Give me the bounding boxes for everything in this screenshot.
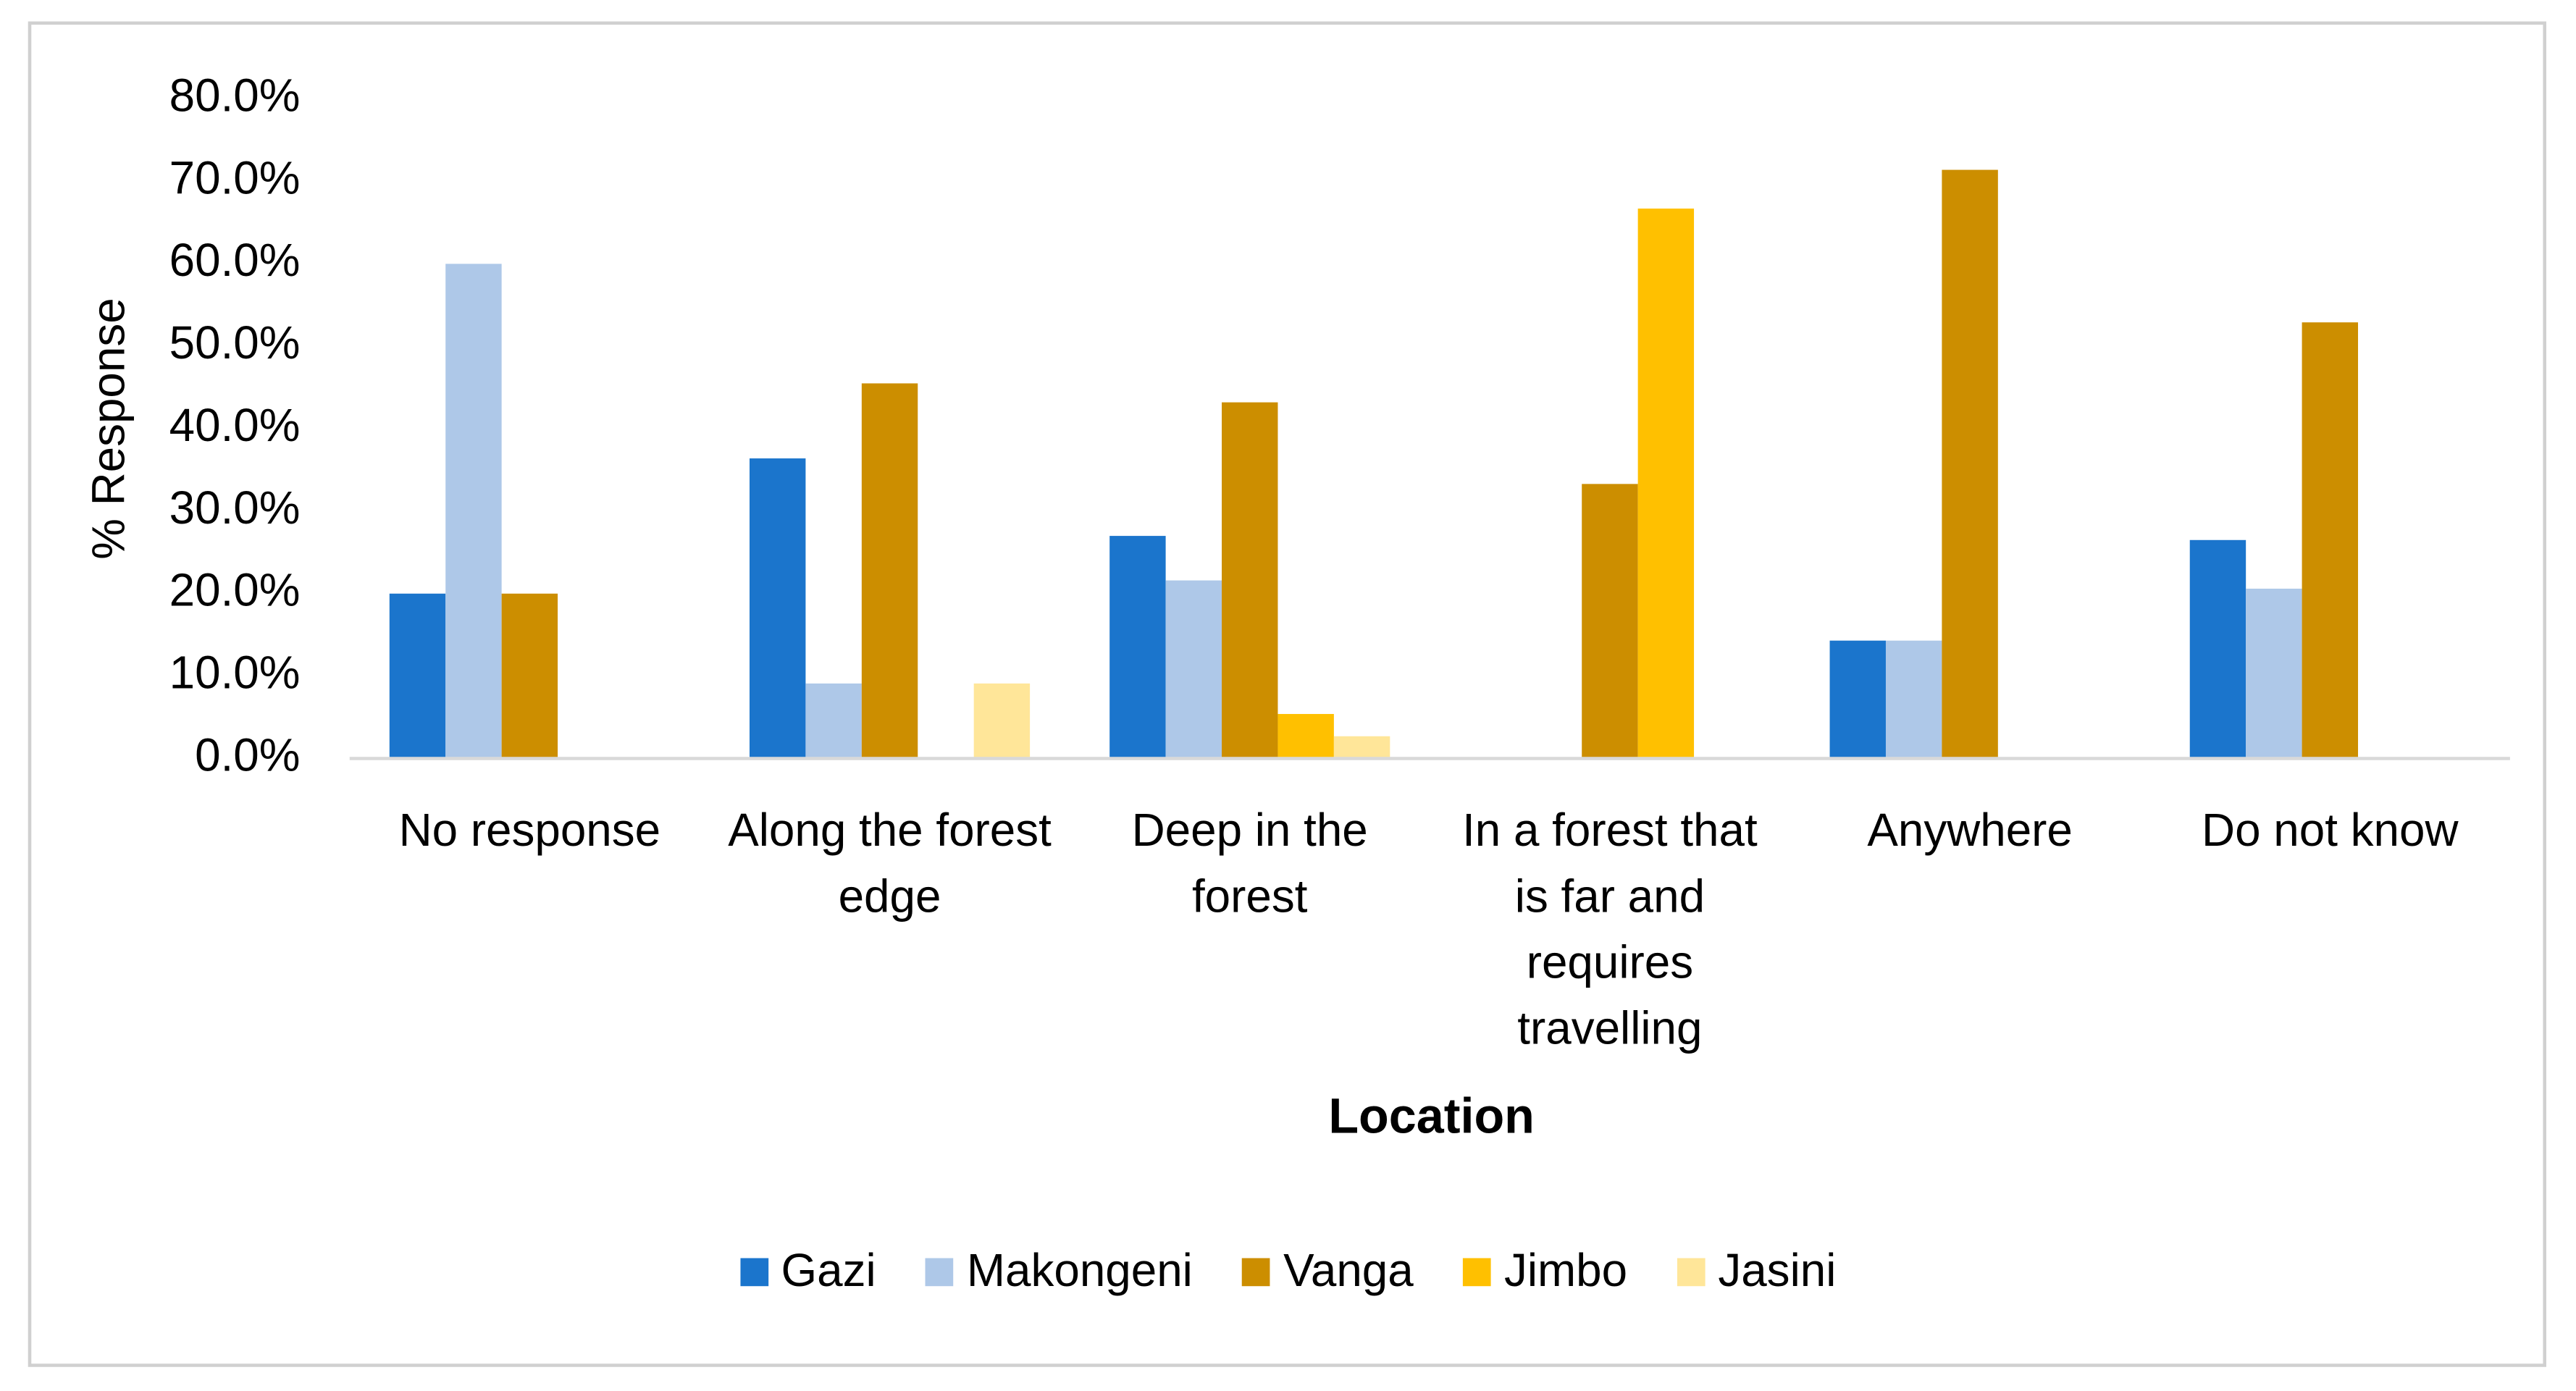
- legend-label: Jasini: [1718, 1245, 1837, 1296]
- y-tick-label: 10.0%: [169, 646, 301, 698]
- bar: [389, 593, 446, 759]
- y-tick-label: 30.0%: [169, 482, 301, 534]
- bar: [1222, 402, 1278, 759]
- bar: [1942, 169, 1998, 759]
- x-tick-label: No response: [398, 804, 661, 856]
- bar: [2246, 588, 2302, 759]
- bar: [861, 383, 918, 759]
- y-axis-title: % Response: [83, 298, 135, 559]
- bar: [1885, 640, 1942, 759]
- bar: [1277, 714, 1334, 759]
- legend-swatch: [925, 1257, 954, 1286]
- legend-swatch: [739, 1257, 768, 1286]
- bar: [1333, 736, 1390, 759]
- y-tick-label: 70.0%: [169, 151, 301, 203]
- bar: [2302, 322, 2359, 759]
- legend-label: Gazi: [781, 1245, 876, 1296]
- legend-item: Makongeni: [925, 1245, 1193, 1298]
- legend-label: Vanga: [1283, 1245, 1414, 1296]
- y-tick-label: 40.0%: [169, 399, 301, 451]
- y-tick-label: 0.0%: [195, 728, 300, 781]
- x-tick-label: In a forest that is far and requires tra…: [1462, 804, 1758, 1054]
- bar: [1829, 640, 1886, 759]
- x-axis-title: Location: [1328, 1088, 1535, 1143]
- x-tick-label: Deep in the forest: [1131, 804, 1368, 922]
- bar: [749, 458, 806, 759]
- x-tick-label: Anywhere: [1867, 804, 2073, 856]
- legend-swatch: [1242, 1257, 1270, 1286]
- bar: [805, 683, 862, 759]
- legend-swatch: [1677, 1257, 1706, 1286]
- bar: [1637, 209, 1695, 759]
- bar: [2189, 539, 2246, 759]
- legend-label: Makongeni: [966, 1245, 1193, 1296]
- bar: [1165, 580, 1222, 759]
- x-tick-label: Do not know: [2202, 804, 2459, 856]
- legend-label: Jimbo: [1503, 1245, 1628, 1296]
- x-tick-label: Along the forest edge: [728, 804, 1052, 922]
- legend-swatch: [1463, 1257, 1491, 1286]
- legend: Gazi Makongeni Vanga Jimbo Jasini: [0, 1245, 2576, 1298]
- legend-item: Vanga: [1242, 1245, 1414, 1298]
- legend-item: Jasini: [1677, 1245, 1836, 1298]
- bar: [501, 593, 558, 759]
- y-tick-label: 20.0%: [169, 564, 301, 616]
- bar: [1582, 484, 1638, 759]
- bar: [1109, 536, 1166, 759]
- y-tick-label: 60.0%: [169, 234, 301, 286]
- y-tick-label: 50.0%: [169, 316, 301, 369]
- bar: [445, 264, 502, 759]
- legend-item: Gazi: [739, 1245, 876, 1298]
- legend-item: Jimbo: [1463, 1245, 1627, 1298]
- bar: [973, 683, 1031, 759]
- y-tick-label: 80.0%: [169, 69, 301, 121]
